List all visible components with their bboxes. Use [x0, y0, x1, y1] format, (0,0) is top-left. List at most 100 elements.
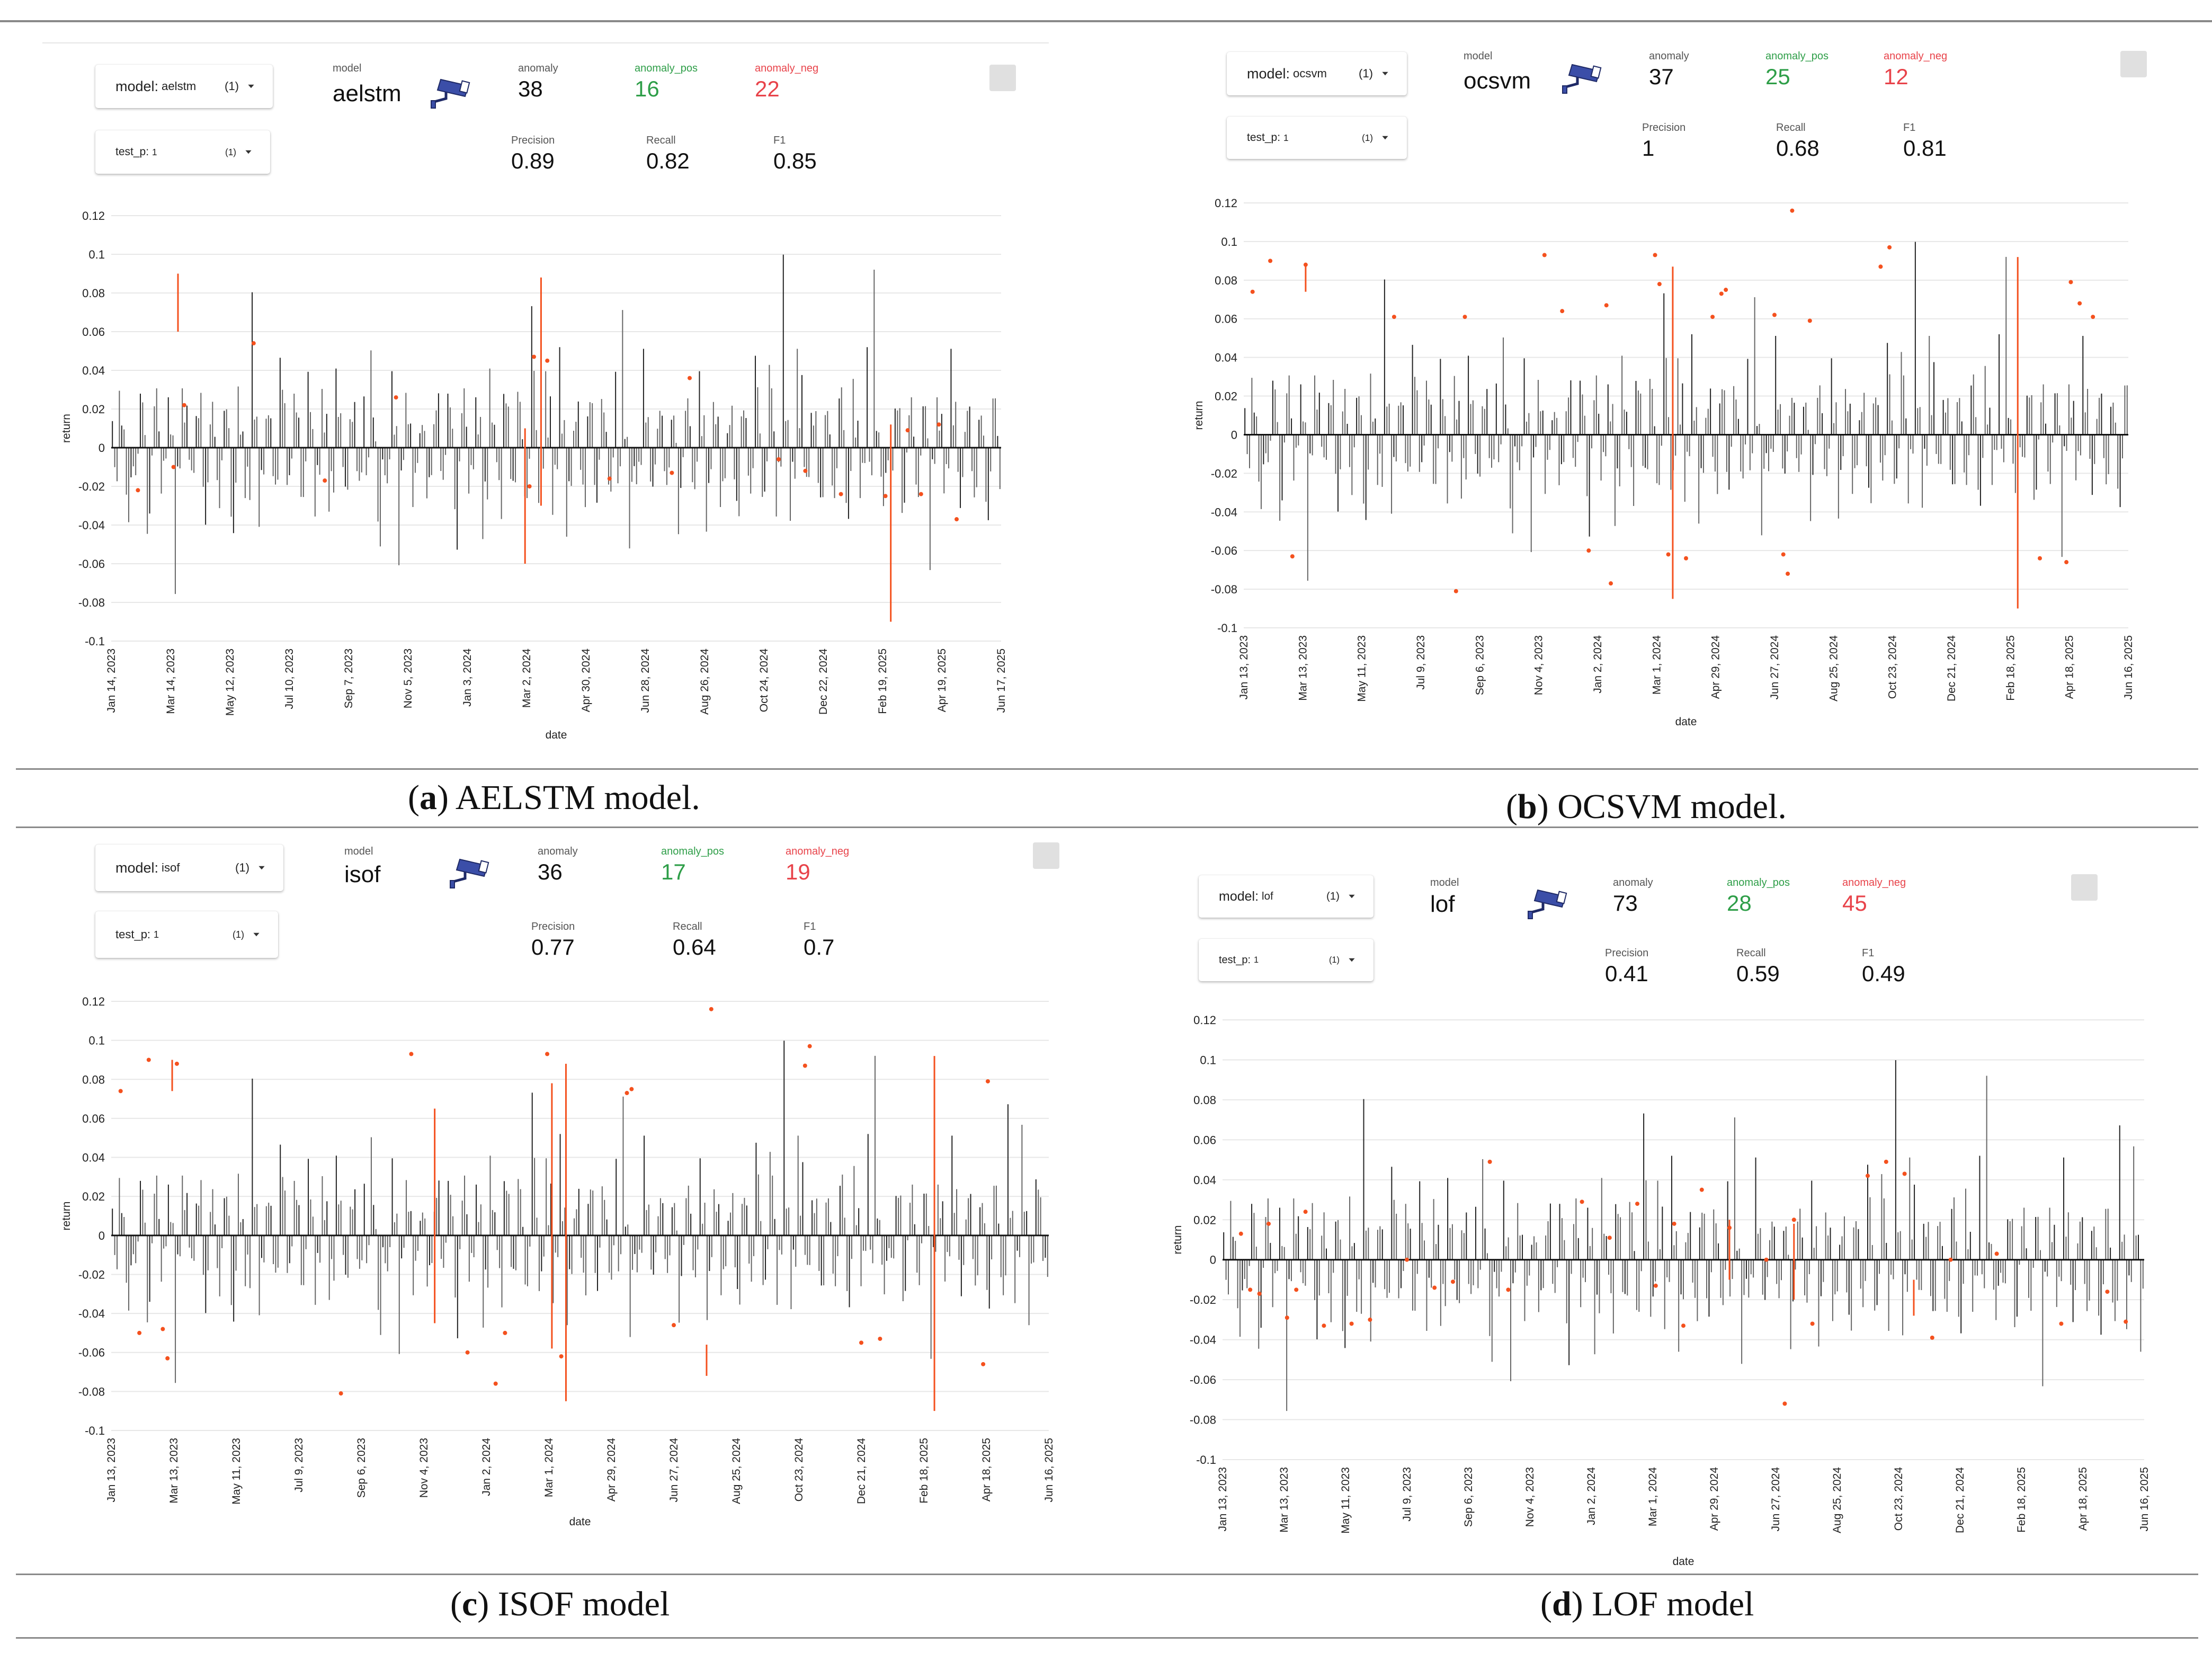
panel-b-test-select-key: test_p:: [1247, 131, 1281, 144]
panel-d-ytick-label: 0.02: [1193, 1213, 1216, 1227]
panel-c-ytick-label: -0.1: [85, 1424, 105, 1437]
panel-a-anomaly-point: [839, 492, 843, 496]
panel-d-anomaly-point: [1681, 1323, 1685, 1328]
panel-a-test-select[interactable]: test_p: 1 (1): [95, 130, 270, 174]
panel-b-xtick-label: Aug 25, 2024: [1827, 635, 1840, 701]
panel-a-toggle-square[interactable]: [989, 65, 1016, 91]
panel-b-model-select[interactable]: model: ocsvm (1): [1227, 52, 1407, 95]
panel-c-anomaly-pos-value: 17: [661, 859, 686, 884]
panel-b-ytick-label: -0.04: [1211, 505, 1237, 519]
panel-b-ytick-label: 0.04: [1215, 351, 1237, 365]
panel-a-xtick-label: Jan 14, 2023: [105, 648, 118, 713]
panel-b-test-chevron-down-icon: [1382, 136, 1388, 140]
panel-c-anomaly-point: [878, 1336, 882, 1341]
panel-d-anomaly-point: [1727, 1225, 1732, 1230]
panel-d-anomaly-point: [1884, 1159, 1888, 1164]
panel-c-xtick-label: Jan 2, 2024: [480, 1438, 493, 1496]
panel-b-anomaly-point: [1462, 315, 1467, 319]
panel-a-f1-value: 0.85: [773, 148, 817, 173]
panel-d-anomaly-point: [1607, 1236, 1612, 1240]
panel-a-xtick-label: Feb 19, 2025: [877, 648, 889, 714]
panel-d-toggle-square[interactable]: [2071, 874, 2098, 901]
panel-a-f1-label: F1: [773, 135, 786, 146]
panel-b-recall-value: 0.68: [1776, 136, 1819, 161]
panel-a-anomaly-point: [883, 494, 888, 499]
panel-a-xtick-label: Jun 28, 2024: [639, 648, 652, 713]
panel-d-test-select[interactable]: test_p: 1 (1): [1199, 939, 1373, 981]
panel-a-ytick-label: 0: [99, 441, 105, 455]
panel-b-ytick-label: 0.02: [1215, 390, 1237, 403]
panel-c-anomaly-neg-value: 19: [786, 859, 810, 884]
panel-c-anomaly-point: [981, 1362, 986, 1366]
panel-c-xtick-label: Jul 9, 2023: [293, 1438, 305, 1492]
panel-c-model-select[interactable]: model: isof (1): [95, 845, 283, 891]
panel-d-anomaly-point: [1782, 1401, 1787, 1406]
panel-a-recall-label: Recall: [646, 135, 676, 146]
panel-c-anomaly-point: [146, 1057, 151, 1062]
panel-b-ytick-label: 0.12: [1215, 197, 1237, 210]
panel-b-anomaly-point: [1609, 581, 1613, 586]
panel-d-xtick-label: Mar 13, 2023: [1278, 1467, 1290, 1533]
panel-c-caption: (c) ISOF model: [450, 1585, 670, 1623]
panel-d-anomaly-point: [1432, 1285, 1437, 1290]
panel-a-test-select-count: (1): [225, 146, 236, 157]
panel-d-anomaly-pos-label: anomaly_pos: [1727, 877, 1790, 888]
panel-d-caption-text: LOF model: [1592, 1585, 1754, 1623]
panel-b-anomaly-point: [2038, 556, 2042, 561]
panel-a-ytick-label: 0.08: [82, 287, 105, 300]
panel-a-test-select-value: 1: [152, 146, 157, 157]
panel-b-xtick-label: Oct 23, 2024: [1887, 635, 1899, 699]
panel-d-ytick-label: 0: [1210, 1254, 1216, 1267]
panel-a-anomaly-point: [182, 403, 186, 407]
panel-c-anomaly-point: [503, 1330, 507, 1335]
panel-a-xtick-label: Nov 5, 2023: [402, 648, 414, 708]
panel-d-anomaly-point: [1764, 1257, 1769, 1262]
panel-b-anomaly-point: [1666, 552, 1671, 557]
panel-a-model-label: model: [333, 63, 362, 74]
panel-c-test-select-value: 1: [154, 929, 159, 940]
panel-b-anomaly-point: [1887, 245, 1892, 250]
panel-d-xtick-label: Mar 1, 2024: [1647, 1467, 1659, 1526]
panel-d-model-select[interactable]: model: lof (1): [1199, 875, 1373, 918]
panel-d-anomaly-point: [1866, 1174, 1870, 1178]
panel-c-xtick-label: Sep 6, 2023: [355, 1438, 368, 1498]
panel-c-ytick-label: 0.02: [82, 1190, 105, 1203]
panel-b-model-select-value: ocsvm: [1293, 67, 1327, 80]
panel-b-caption-letter: b: [1517, 787, 1537, 826]
panel-c-security-camera-icon: [450, 858, 489, 888]
panel-b-ytick-label: 0.08: [1215, 274, 1237, 287]
panel-d-xtick-label: Feb 18, 2025: [2015, 1467, 2028, 1533]
panel-a-test-chevron-down-icon: [245, 150, 252, 154]
panel-b-ytick-label: 0.1: [1221, 235, 1237, 248]
panel-b-test-select[interactable]: test_p: 1 (1): [1227, 117, 1407, 159]
panel-c-xtick-label: Jun 16, 2025: [1043, 1438, 1055, 1502]
panel-d-anomaly-point: [1285, 1316, 1289, 1320]
panel-b-anomaly-value: 37: [1649, 64, 1674, 89]
panel-c-anomaly-point: [807, 1044, 812, 1048]
panel-b-anomaly-point: [1790, 208, 1795, 213]
panel-c-xtick-label: Jun 27, 2024: [668, 1438, 680, 1503]
panel-c-xtick-label: Feb 18, 2025: [918, 1438, 930, 1504]
panel-b-anomaly-point: [1604, 303, 1609, 308]
panel-c-anomaly-point: [118, 1089, 123, 1094]
panel-a-model-select[interactable]: model: aelstm (1): [95, 65, 273, 108]
panel-b-toggle-square[interactable]: [2120, 51, 2147, 77]
panel-c-f1-value: 0.7: [804, 935, 835, 959]
panel-a-ytick-label: -0.04: [78, 519, 105, 532]
panel-c-toggle-square[interactable]: [1033, 842, 1059, 869]
panel-b-xtick-label: Feb 18, 2025: [2004, 635, 2017, 701]
panel-d-model-label: model: [1430, 877, 1459, 888]
panel-d-test-select-count: (1): [1328, 955, 1340, 965]
panel-d-anomaly-point: [1238, 1231, 1243, 1236]
panel-d-x-axis-label: date: [1673, 1556, 1694, 1568]
panel-a-anomaly-point: [171, 465, 176, 469]
panel-a-xtick-label: Oct 24, 2024: [758, 648, 770, 713]
panel-b-model-name: ocsvm: [1464, 68, 1531, 94]
panel-d-model-name: lof: [1430, 891, 1455, 917]
panel-d-ytick-label: -0.08: [1190, 1414, 1216, 1427]
panel-c-test-select[interactable]: test_p: 1 (1): [95, 911, 278, 958]
panel-c-xtick-label: Apr 29, 2024: [605, 1438, 618, 1502]
panel-a-model-select-value: aelstm: [162, 79, 197, 93]
panel-c-anomaly-neg-label: anomaly_neg: [786, 846, 850, 857]
panel-b-f1-label: F1: [1903, 122, 1916, 134]
